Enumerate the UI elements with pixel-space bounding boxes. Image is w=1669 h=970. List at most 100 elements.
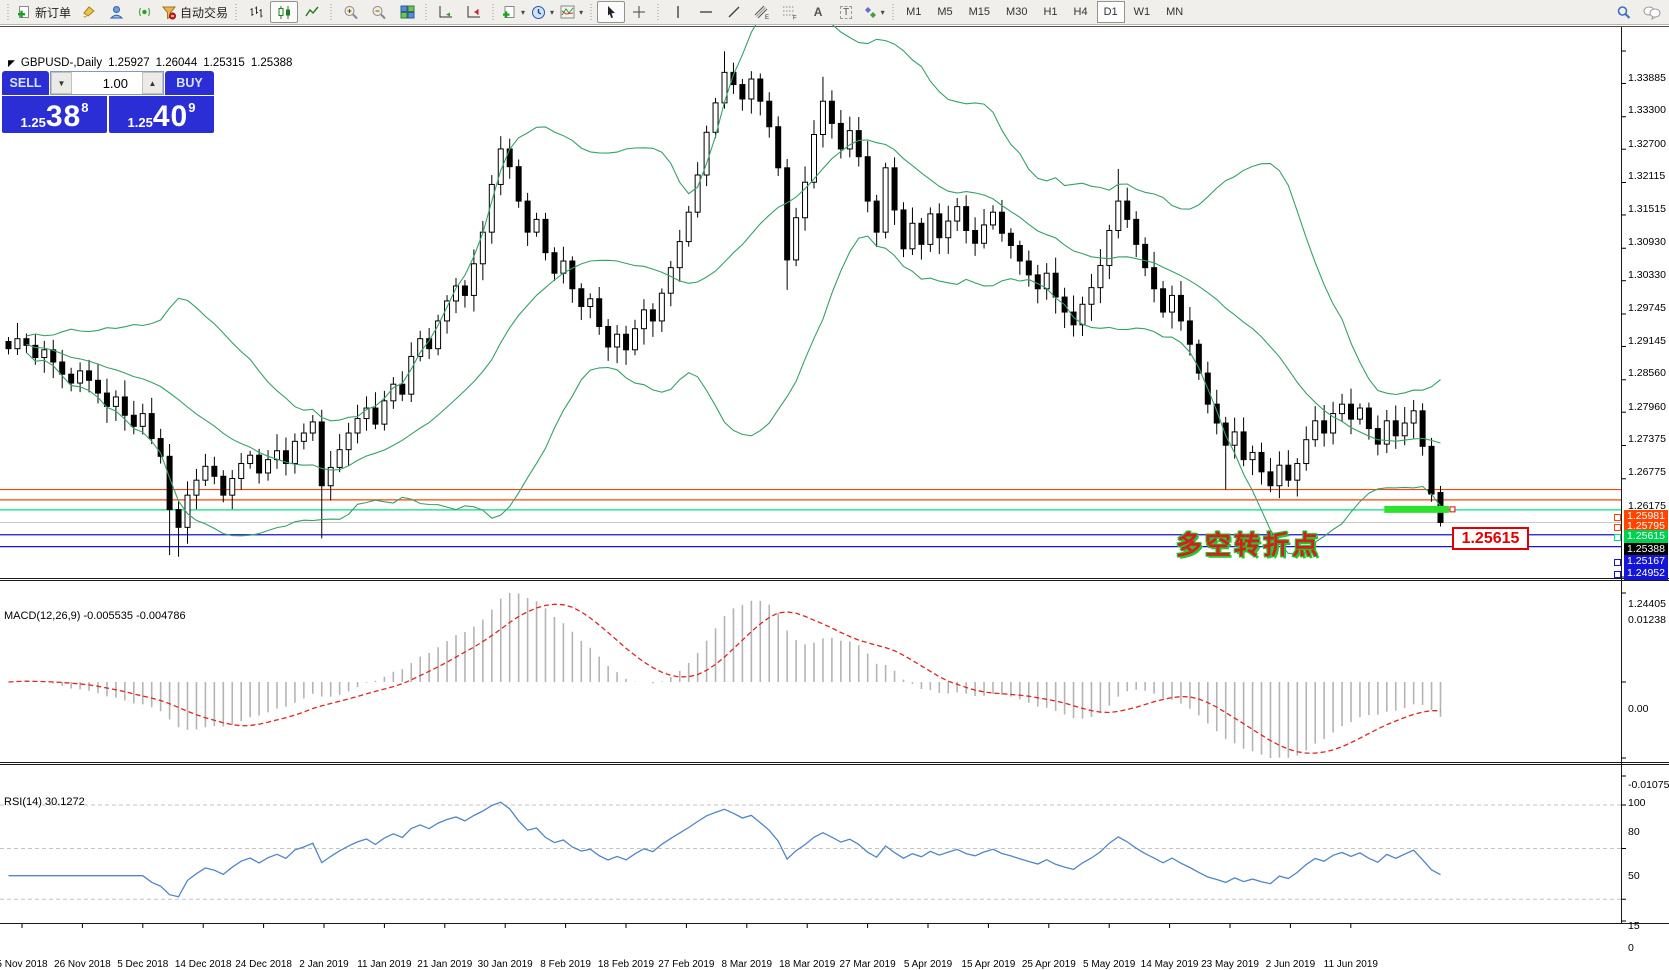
price-level-label: 1.25795 (1624, 520, 1668, 534)
price-tick-label: 1.29145 (1628, 334, 1666, 347)
price-tick-label: 1.30930 (1628, 235, 1666, 248)
label-tool-icon: T (840, 5, 853, 19)
timeframe-d1[interactable]: D1 (1096, 1, 1125, 23)
price-tick-label: 1.32115 (1628, 170, 1666, 183)
volume-value[interactable]: 1.00 (102, 75, 128, 91)
svg-text:E: E (765, 15, 769, 20)
signals-button[interactable] (102, 1, 130, 23)
price-level-label: 1.25981 (1624, 510, 1668, 524)
timeframe-m1[interactable]: M1 (906, 6, 922, 18)
timeframe-mn[interactable]: MN (1166, 6, 1184, 18)
vline-tool-button[interactable] (664, 1, 692, 23)
sell-price-main: 38 (45, 100, 82, 133)
signal-icon (138, 7, 150, 17)
date-label: 23 May 2019 (1201, 959, 1259, 970)
zoom-out-button[interactable] (365, 1, 393, 23)
volume-increase-button[interactable]: ▲ (142, 72, 163, 94)
timeframe-w1[interactable]: W1 (1133, 6, 1151, 18)
cursor-tool-button[interactable] (597, 1, 626, 23)
candlestick-chart-button[interactable] (270, 1, 299, 23)
date-label: 27 Feb 2019 (658, 959, 715, 970)
toolbar-grip[interactable] (491, 3, 497, 21)
volume-decrease-button[interactable]: ▼ (51, 72, 72, 94)
timeframe-m15[interactable]: M15 (968, 6, 991, 18)
buy-button[interactable]: BUY (165, 71, 214, 95)
timeframe-h1[interactable]: H1 (1043, 6, 1058, 18)
toolbar-grip[interactable] (234, 3, 240, 21)
text-tool-icon: A (813, 5, 823, 19)
styler-button[interactable] (74, 1, 102, 23)
price-tick-label: 1.31515 (1628, 203, 1666, 216)
price-tick-label: 1.29745 (1628, 301, 1666, 314)
zoom-in-button[interactable] (337, 1, 365, 23)
hline-tool-button[interactable] (692, 1, 720, 23)
bar-chart-button[interactable] (242, 1, 270, 23)
autotrade-button[interactable]: 自动交易 (158, 1, 231, 23)
chart-annotation-text[interactable]: 多空转折点 (1176, 530, 1322, 560)
tile-windows-button[interactable] (393, 1, 421, 23)
bar-chart-icon (250, 6, 263, 18)
cursor-icon (607, 6, 615, 18)
price-tick-label: 1.32700 (1628, 137, 1666, 150)
chat-button[interactable] (1638, 1, 1666, 23)
toolbar-grip[interactable] (424, 3, 430, 21)
tile-windows-icon (400, 5, 415, 19)
trendline-icon (728, 6, 740, 18)
date-label: 26 Nov 2018 (54, 959, 111, 970)
date-label: 2 Jun 2019 (1265, 959, 1316, 970)
toolbar-grip[interactable] (329, 3, 335, 21)
date-label: 11 Jan 2019 (357, 959, 412, 970)
styler-icon (82, 6, 95, 18)
chart-shift-button[interactable] (460, 1, 488, 23)
date-label: 18 Mar 2019 (779, 959, 836, 970)
channel-tool-button[interactable]: E (748, 1, 776, 23)
one-click-toggle-icon[interactable]: ◤ (8, 57, 15, 68)
autotrade-icon (161, 6, 177, 19)
date-label: 24 Dec 2018 (235, 959, 292, 970)
fibonacci-tool-button[interactable]: F (776, 1, 804, 23)
price-tick-label: 1.33300 (1628, 104, 1666, 117)
price-chart-canvas[interactable] (0, 0, 1669, 948)
sell-button[interactable]: SELL (2, 71, 49, 95)
arrows-tool-button[interactable] (860, 1, 888, 23)
timeframe-h4[interactable]: H4 (1073, 6, 1088, 18)
text-tool-button[interactable]: A (804, 1, 832, 23)
trendline-tool-button[interactable] (720, 1, 748, 23)
timeframe-m30[interactable]: M30 (1006, 6, 1028, 18)
toolbar-grip[interactable] (589, 3, 595, 21)
date-label: 30 Jan 2019 (477, 959, 533, 970)
ohlc-high: 1.26044 (155, 57, 198, 69)
crosshair-tool-button[interactable] (625, 1, 653, 23)
sell-price-prefix: 1.25 (20, 115, 46, 130)
date-label: 27 Mar 2019 (839, 959, 896, 970)
timeframe-m5[interactable]: M5 (937, 6, 953, 18)
label-tool-button[interactable]: T (832, 1, 860, 23)
new-order-button[interactable]: 新订单 (14, 1, 74, 23)
buy-price[interactable]: 1.25 40 9 (109, 96, 214, 133)
zoom-out-icon (372, 5, 386, 19)
period-button[interactable] (528, 1, 557, 23)
new-order-icon (18, 5, 29, 18)
buy-price-main: 40 (152, 100, 189, 133)
one-click-trading-panel: SELL ▼ 1.00 ▲ BUY 1.25 38 8 1.25 40 9 (2, 71, 215, 133)
equidistant-channel-icon: E (754, 5, 769, 20)
indicators-button[interactable] (557, 1, 586, 23)
sell-price-sup: 8 (81, 100, 89, 115)
ohlc-low: 1.25315 (203, 57, 245, 69)
toolbar-grip[interactable] (6, 3, 11, 21)
date-label: 5 May 2019 (1083, 959, 1136, 970)
arrows-icon (864, 6, 876, 18)
news-button[interactable] (130, 1, 158, 23)
toolbar-grip[interactable] (891, 3, 897, 21)
line-chart-button[interactable] (298, 1, 326, 23)
svg-text:F: F (793, 15, 797, 20)
date-label: 18 Feb 2019 (597, 959, 655, 970)
search-button[interactable] (1610, 1, 1638, 23)
auto-scroll-button[interactable] (432, 1, 460, 23)
sell-price[interactable]: 1.25 38 8 (2, 96, 107, 133)
chart-shift-icon (467, 6, 481, 18)
toolbar-grip[interactable] (656, 3, 662, 21)
price-callout-label[interactable]: 1.25615 (1452, 527, 1529, 550)
templates-button[interactable] (499, 1, 528, 23)
toolbar: 新订单 自动交易 (0, 0, 1669, 25)
